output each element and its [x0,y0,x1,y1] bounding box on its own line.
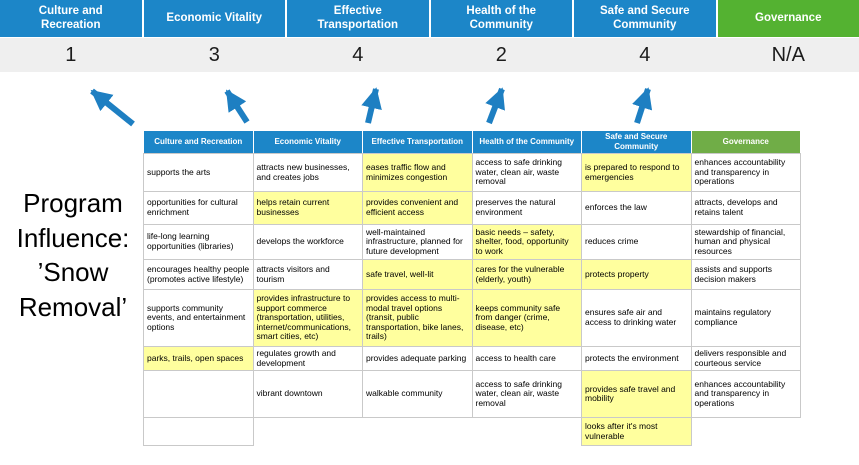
matrix-cell-r7-c4: access to safe drinking water, clean air… [471,370,582,419]
summary-column-5-label: Safe and Secure Community [574,0,716,37]
summary-column-2-label: Economic Vitality [143,0,285,37]
matrix-cell-r1-c2: attracts new businesses, and creates job… [252,153,363,192]
influence-arrows-icon [90,87,653,127]
matrix-cell-r3-c2: develops the workforce [252,224,363,260]
matrix-cell-r6-c2: regulates growth and development [252,345,363,372]
matrix-cell-r5-c3: provides access to multi-modal travel op… [362,289,473,347]
matrix-header-4: Health of the Community [471,130,582,154]
influence-matrix: Culture and Recreation Economic Vitality E… [143,130,801,447]
summary-column-5-score: 4 [639,43,651,66]
matrix-cell-r7-c5: provides safe travel and mobility [581,370,692,419]
matrix-header-2: Economic Vitality [252,130,363,154]
matrix-cell-r8-c4 [472,418,582,446]
matrix-cell-r6-c3: provides adequate parking [362,345,473,372]
matrix-cell-r5-c4: keeps community safe from danger (crime,… [471,289,582,347]
matrix-header-6: Governance [690,130,801,154]
matrix-header-5: Safe and Secure Community [581,130,692,154]
summary-column-6-score: N/A [771,43,805,66]
matrix-cell-r1-c6: enhances accountability and transparency… [690,153,801,192]
matrix-header-3: Effective Transportation [362,130,473,154]
arrow-up-icon [361,87,382,124]
matrix-cell-r5-c2: provides infrastructure to support comme… [252,289,363,347]
matrix-cell-r2-c2: helps retain current businesses [252,191,363,225]
matrix-cell-r5-c1: supports community events, and entertain… [143,289,254,347]
summary-column-3-score: 4 [352,43,364,66]
matrix-cell-r5-c5: ensures safe air and access to drinking … [581,289,692,347]
matrix-row-3: life-long learning opportunities (librar… [143,224,801,260]
summary-score-row: 1 3 4 2 4 N/A [0,38,859,72]
matrix-row-6: parks, trails, open spaces regulates grow… [143,345,801,372]
matrix-cell-r6-c5: protects the environment [581,345,692,372]
matrix-cell-r3-c1: life-long learning opportunities (librar… [143,224,254,260]
matrix-cell-r3-c4: basic needs – safety, shelter, food, opp… [471,224,582,260]
summary-column-6-label: Governance [717,0,859,37]
matrix-cell-r8-c1 [143,417,254,447]
matrix-cell-r7-c3: walkable community [362,370,473,419]
summary-column-4-score: 2 [495,43,507,66]
matrix-cell-r2-c1: opportunities for cultural enrichment [143,191,254,225]
matrix-row-5: supports community events, and entertain… [143,289,801,347]
matrix-cell-r8-c6 [691,418,801,446]
summary-header-row: Culture and Recreation Economic Vitality E… [0,0,859,37]
matrix-cell-r5-c6: maintains regulatory compliance [690,289,801,347]
matrix-body: supports the arts attracts new businesses… [143,153,801,447]
summary-column-1-score: 1 [65,43,77,66]
matrix-cell-r4-c5: protects property [581,259,692,290]
matrix-row-4: encourages healthy people (promotes acti… [143,259,801,290]
matrix-cell-r6-c6: delivers responsible and courteous servi… [690,345,801,372]
matrix-cell-r4-c6: assists and supports decision makers [690,259,801,290]
matrix-cell-r4-c3: safe travel, well-lit [362,259,473,290]
matrix-row-2: opportunities for cultural enrichment hel… [143,191,801,225]
matrix-cell-r6-c1: parks, trails, open spaces [143,345,254,372]
matrix-cell-r1-c3: eases traffic flow and minimizes congest… [362,153,473,192]
matrix-cell-r7-c6: enhances accountability and transparency… [690,370,801,419]
matrix-cell-r6-c4: access to health care [471,345,582,372]
matrix-cell-r8-c5: looks after it's most vulnerable [581,417,692,447]
matrix-header-1: Culture and Recreation [143,130,254,154]
matrix-cell-r1-c5: is prepared to respond to emergencies [581,153,692,192]
matrix-cell-r7-c2: vibrant downtown [252,370,363,419]
arrow-up-icon [224,89,250,124]
matrix-cell-r3-c5: reduces crime [581,224,692,260]
matrix-cell-r2-c6: attracts, develops and retains talent [690,191,801,225]
arrow-up-icon [90,88,135,127]
summary-column-1-label: Culture and Recreation [0,0,142,37]
matrix-cell-r3-c3: well-maintained infrastructure, planned … [362,224,473,260]
matrix-cell-r7-c1 [143,370,254,419]
matrix-row-7: vibrant downtown walkable community access… [143,370,801,419]
summary-column-4-label: Health of the Community [430,0,572,37]
program-title: Program Influence: ’Snow Removal’ [16,188,130,322]
arrow-up-icon [485,87,505,125]
matrix-cell-r8-c2 [253,418,363,446]
matrix-cell-r1-c4: access to safe drinking water, clean air… [471,153,582,192]
matrix-row-8: looks after it's most vulnerable [143,417,801,447]
matrix-header-row: Culture and Recreation Economic Vitality E… [143,130,801,154]
matrix-cell-r1-c1: supports the arts [143,153,254,192]
matrix-cell-r2-c3: provides convenient and efficient access [362,191,473,225]
matrix-row-1: supports the arts attracts new businesses… [143,153,801,192]
matrix-cell-r3-c6: stewardship of financial, human and phys… [690,224,801,260]
summary-column-2-score: 3 [208,43,220,66]
summary-column-3-label: Effective Transportation [287,0,429,37]
matrix-cell-r4-c2: attracts visitors and tourism [252,259,363,290]
matrix-cell-r2-c5: enforces the law [581,191,692,225]
matrix-cell-r4-c4: cares for the vulnerable (elderly, youth… [471,259,582,290]
arrow-up-icon [632,87,653,124]
matrix-cell-r4-c1: encourages healthy people (promotes acti… [143,259,254,290]
matrix-cell-r8-c3 [363,418,473,446]
matrix-cell-r2-c4: preserves the natural environment [471,191,582,225]
